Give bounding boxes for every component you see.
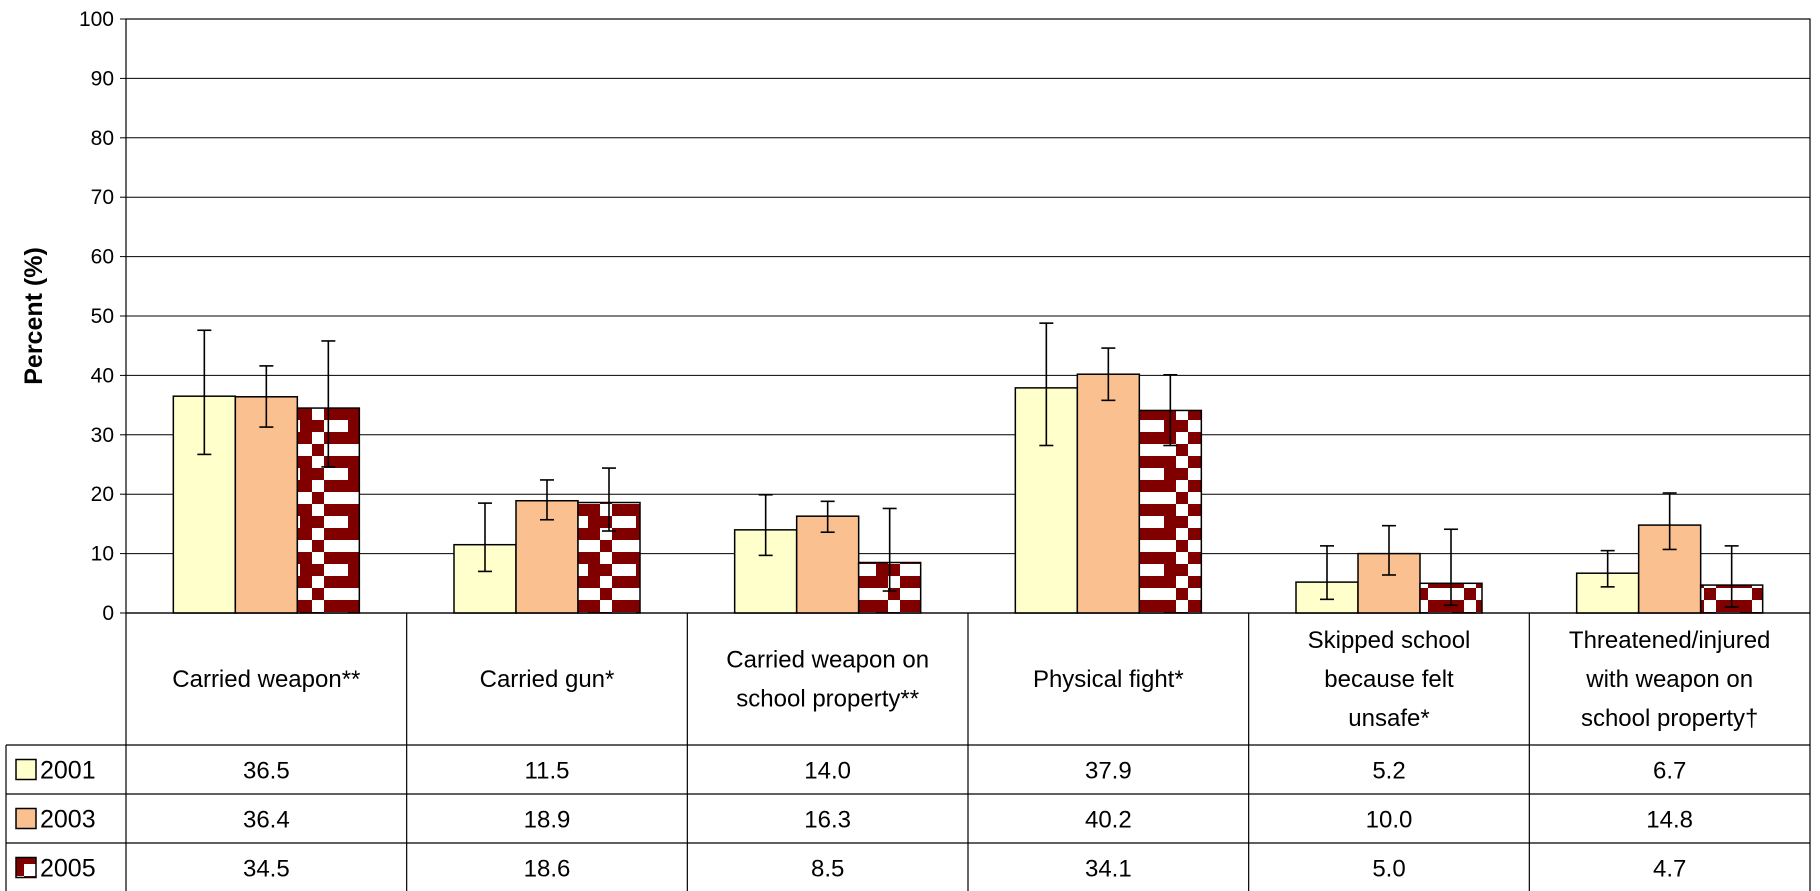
- table-value: 18.9: [524, 807, 571, 834]
- table-value: 18.6: [524, 856, 571, 883]
- legend-label: 2001: [40, 757, 96, 785]
- table-value: 14.0: [804, 758, 851, 785]
- y-tick-label: 0: [102, 602, 114, 625]
- category-label: because felt: [1324, 666, 1454, 693]
- y-tick-label: 60: [91, 246, 114, 269]
- category-label: Physical fight*: [1033, 666, 1184, 693]
- table-value: 37.9: [1085, 758, 1132, 785]
- table-value: 6.7: [1653, 758, 1686, 785]
- category-label: Carried gun*: [480, 666, 615, 693]
- table-value: 4.7: [1653, 856, 1686, 883]
- legend-label: 2005: [40, 855, 96, 883]
- table-value: 11.5: [525, 758, 570, 785]
- y-tick-label: 40: [91, 364, 114, 387]
- table-value: 36.4: [243, 807, 290, 834]
- category-label: unsafe*: [1348, 705, 1429, 732]
- category-label: Skipped school: [1308, 627, 1471, 654]
- category-label: Threatened/injured: [1569, 627, 1770, 654]
- y-tick-label: 100: [79, 8, 114, 31]
- y-tick-label: 90: [91, 67, 114, 90]
- legend-swatch-2005: [15, 856, 37, 879]
- category-label: school property**: [736, 686, 919, 713]
- table-value: 34.5: [243, 856, 290, 883]
- y-tick-label: 80: [91, 127, 114, 150]
- legend-label: 2003: [40, 806, 96, 834]
- table-value: 36.5: [243, 758, 290, 785]
- y-axis-label: Percent (%): [20, 247, 48, 385]
- bar-2003-3: [1076, 373, 1141, 614]
- category-label: Carried weapon**: [172, 666, 360, 693]
- y-tick-label: 50: [91, 305, 114, 328]
- table-value: 5.0: [1372, 856, 1405, 883]
- y-tick-label: 20: [91, 483, 114, 506]
- table-value: 10.0: [1366, 807, 1413, 834]
- table-value: 16.3: [804, 807, 851, 834]
- legend-swatch-2003: [15, 807, 37, 830]
- table-value: 34.1: [1085, 856, 1132, 883]
- table-value: 5.2: [1372, 758, 1405, 785]
- category-label: Carried weapon on: [726, 647, 929, 674]
- y-tick-label: 10: [91, 543, 114, 566]
- data-table: Carried weapon** Carried gun* Carried weap…: [5, 612, 1811, 891]
- gridlines: [125, 18, 1811, 614]
- y-tick-label: 70: [91, 186, 114, 209]
- table-value: 8.5: [811, 856, 844, 883]
- category-label: with weapon on: [1585, 666, 1753, 693]
- table-value: 14.8: [1646, 807, 1693, 834]
- category-label: school property†: [1581, 705, 1758, 732]
- y-tick-label: 30: [91, 424, 114, 447]
- y-axis: 0 10 20 30 40 50 60 70 80 90 100 Percent (%): [20, 8, 126, 625]
- bar-2003-0: [234, 396, 299, 614]
- table-value: 40.2: [1085, 807, 1132, 834]
- legend-swatch-2001: [15, 758, 37, 781]
- bars: [172, 322, 1764, 614]
